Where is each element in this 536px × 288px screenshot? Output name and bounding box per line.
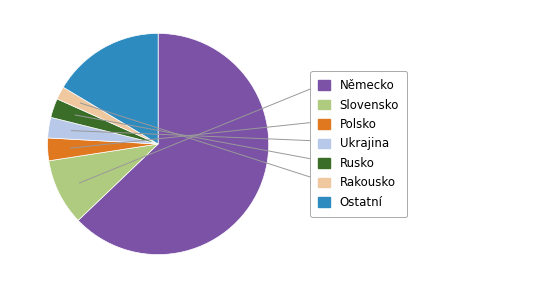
Text: 1,9%: 1,9% [80, 103, 352, 191]
Text: 3,0%: 3,0% [71, 131, 352, 147]
Wedge shape [49, 144, 158, 220]
Text: 3,3%: 3,3% [70, 115, 352, 148]
Wedge shape [48, 138, 158, 161]
Wedge shape [57, 87, 158, 144]
Legend: Německo, Slovensko, Polsko, Ukrajina, Rusko, Rakousko, Ostatní: Německo, Slovensko, Polsko, Ukrajina, Ru… [310, 71, 407, 217]
Wedge shape [48, 117, 158, 144]
Text: 2,8%: 2,8% [75, 115, 352, 169]
Wedge shape [78, 33, 269, 255]
Wedge shape [51, 99, 158, 144]
Wedge shape [63, 33, 158, 144]
Text: 9,7%: 9,7% [79, 73, 352, 183]
